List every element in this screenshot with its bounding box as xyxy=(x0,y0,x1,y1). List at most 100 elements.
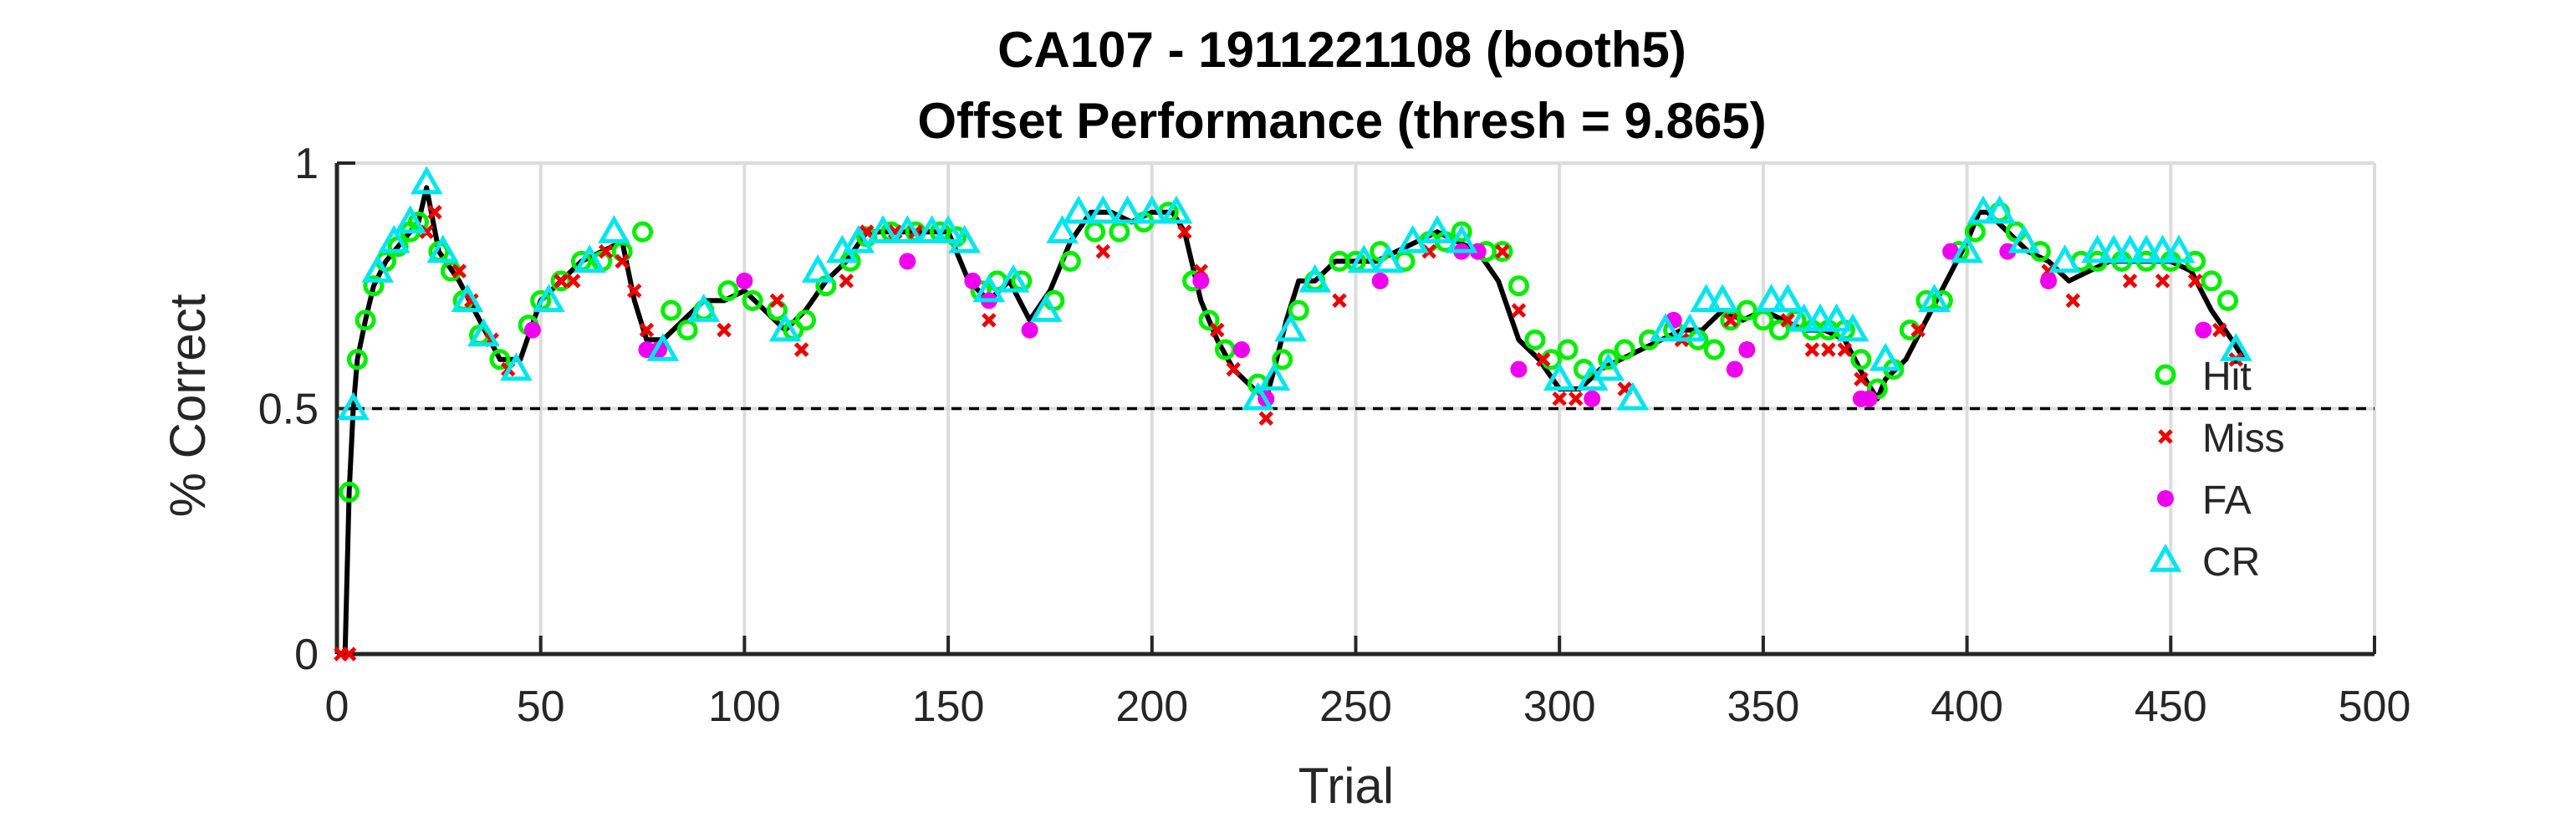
marker-cr xyxy=(1298,263,1332,293)
marker-cr xyxy=(1966,195,2000,224)
marker-cr xyxy=(1983,195,2016,224)
marker-cr xyxy=(2162,234,2196,263)
y-tick-label: 1 xyxy=(294,140,319,188)
marker-fa xyxy=(1726,360,1743,378)
marker-miss xyxy=(1804,342,1820,357)
marker-cr xyxy=(1771,284,1804,313)
marker-cr xyxy=(1869,342,1902,371)
marker-miss xyxy=(2212,322,2227,338)
marker-fa xyxy=(638,341,655,359)
marker-fa xyxy=(1860,390,1878,407)
legend-marker-cr xyxy=(2149,543,2182,572)
marker-hit xyxy=(1272,349,1293,371)
marker-miss xyxy=(2155,274,2170,289)
marker-miss xyxy=(793,342,809,357)
marker-cr xyxy=(1347,244,1380,274)
marker-cr xyxy=(598,215,630,243)
x-tick-label: 500 xyxy=(2339,683,2411,731)
x-tick-label: 0 xyxy=(325,683,349,731)
legend-marker-fa xyxy=(2157,490,2174,507)
marker-cr xyxy=(972,274,1006,303)
marker-cr xyxy=(1421,215,1454,243)
marker-cr xyxy=(500,352,533,381)
marker-hit xyxy=(742,289,763,311)
marker-fa xyxy=(1021,321,1038,339)
legend-label-miss: Miss xyxy=(2202,417,2285,461)
marker-miss xyxy=(1535,352,1551,367)
marker-miss xyxy=(451,263,467,279)
marker-hit xyxy=(2201,270,2222,292)
marker-hit xyxy=(355,309,376,331)
y-tick-label: 0.5 xyxy=(258,386,319,434)
marker-cr xyxy=(533,284,565,313)
marker-hit xyxy=(1288,299,1309,321)
x-axis-label: Trial xyxy=(1298,758,1394,814)
marker-fa xyxy=(1371,272,1389,289)
marker-hit xyxy=(717,280,739,302)
marker-miss xyxy=(2122,274,2138,289)
marker-cr xyxy=(801,254,834,283)
marker-cr xyxy=(1396,224,1430,253)
marker-cr xyxy=(1257,362,1291,391)
marker-miss xyxy=(2187,274,2203,289)
marker-miss xyxy=(1837,342,1853,357)
marker-miss xyxy=(615,253,630,269)
marker-miss xyxy=(2065,293,2081,309)
marker-cr xyxy=(1111,195,1144,224)
x-tick-label: 50 xyxy=(517,683,565,731)
marker-hit xyxy=(346,349,368,371)
x-ticks: 0 50 100 150 200 250 300 350 400 450 500 xyxy=(325,636,2411,731)
marker-miss xyxy=(1210,322,1225,338)
marker-hit xyxy=(363,275,385,297)
marker-cr xyxy=(2007,224,2041,253)
marker-miss xyxy=(1332,293,1347,309)
marker-cr xyxy=(2048,244,2081,274)
marker-miss xyxy=(1177,224,1192,239)
marker-miss xyxy=(717,322,732,338)
marker-hit xyxy=(661,299,682,321)
marker-miss xyxy=(427,204,442,220)
marker-miss xyxy=(1226,361,1242,377)
marker-cr xyxy=(361,254,395,283)
x-tick-label: 300 xyxy=(1523,683,1596,731)
marker-cr xyxy=(394,205,427,234)
marker-hit xyxy=(1736,299,1757,321)
x-tick-label: 100 xyxy=(708,683,781,731)
marker-cr xyxy=(1803,303,1837,332)
marker-fa xyxy=(1233,341,1251,359)
marker-cr xyxy=(1820,303,1853,332)
marker-hit xyxy=(1084,221,1106,243)
marker-miss xyxy=(1495,243,1510,259)
marker-cr xyxy=(2097,234,2130,263)
marker-hit xyxy=(676,320,698,341)
legend-label-cr: CR xyxy=(2202,540,2260,585)
marker-miss xyxy=(565,274,581,289)
chart-subtitle: Offset Performance (thresh = 9.865) xyxy=(917,93,1766,149)
marker-miss xyxy=(839,274,854,289)
marker-cr xyxy=(1706,284,1739,313)
marker-cr xyxy=(842,224,875,253)
marker-cr xyxy=(2219,333,2252,361)
marker-hit xyxy=(1492,241,1513,263)
legend-marker-hit xyxy=(2155,364,2176,386)
x-tick-label: 250 xyxy=(1319,683,1392,731)
marker-fa xyxy=(1584,390,1601,407)
marker-cr xyxy=(2146,234,2179,263)
marker-fa xyxy=(2195,321,2212,339)
marker-hit xyxy=(2217,289,2239,311)
marker-cr xyxy=(1046,215,1079,243)
marker-hit xyxy=(1703,339,1725,360)
marker-cr xyxy=(1673,313,1706,342)
marker-miss xyxy=(627,283,642,299)
marker-fa xyxy=(2040,272,2058,289)
marker-miss xyxy=(553,274,569,289)
marker-fa xyxy=(1510,360,1528,378)
marker-miss xyxy=(1821,342,1836,357)
marker-cr xyxy=(1160,195,1193,224)
marker-hit xyxy=(1850,349,1872,371)
marker-cr xyxy=(1242,381,1274,411)
marker-cr xyxy=(646,333,680,361)
marker-hit xyxy=(489,349,511,371)
marker-cr xyxy=(1135,195,1169,224)
